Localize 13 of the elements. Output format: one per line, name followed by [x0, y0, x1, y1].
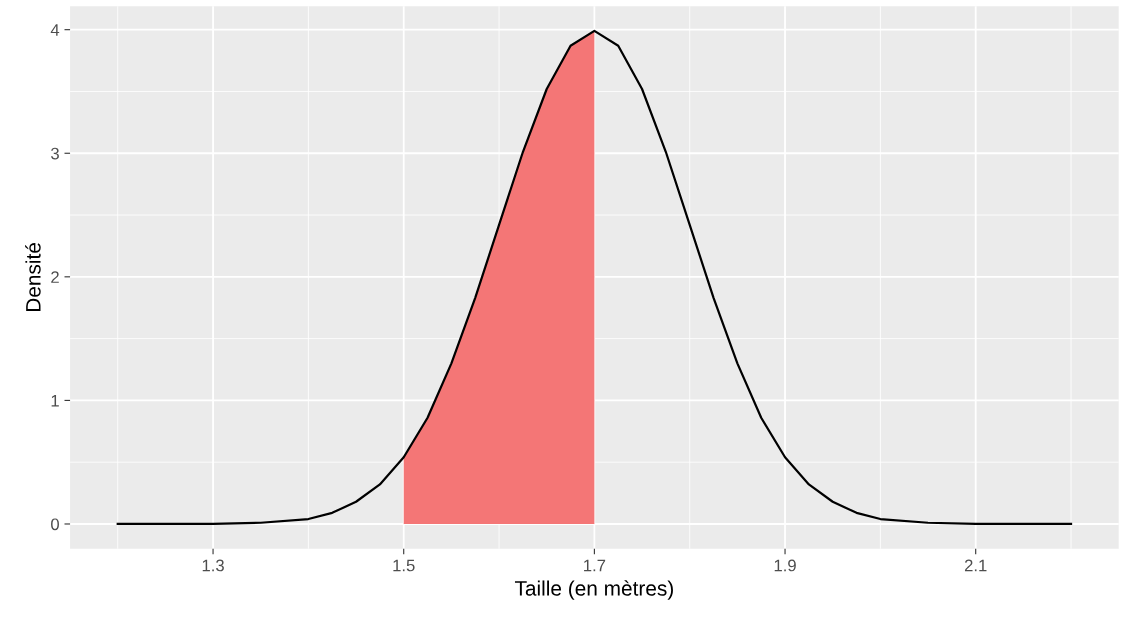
- x-tick-label: 1.9: [774, 559, 796, 572]
- line-series: [116, 29, 1073, 526]
- x-tick-label: 1.7: [584, 559, 606, 572]
- x-tick-label: 1.5: [393, 559, 415, 572]
- y-tick-label: 0: [51, 518, 59, 531]
- y-tick-label: 2: [51, 271, 59, 283]
- y-tick-label: 4: [50, 24, 60, 36]
- x-tick-label: 2.1: [964, 559, 987, 572]
- y-axis-title: Densité: [25, 243, 41, 312]
- x-axis-title: Taille (en mètres): [514, 580, 673, 600]
- y-tick-label: 1: [51, 394, 59, 407]
- y-tick-label: 3: [51, 147, 59, 160]
- x-tick-label: 1.3: [202, 559, 224, 572]
